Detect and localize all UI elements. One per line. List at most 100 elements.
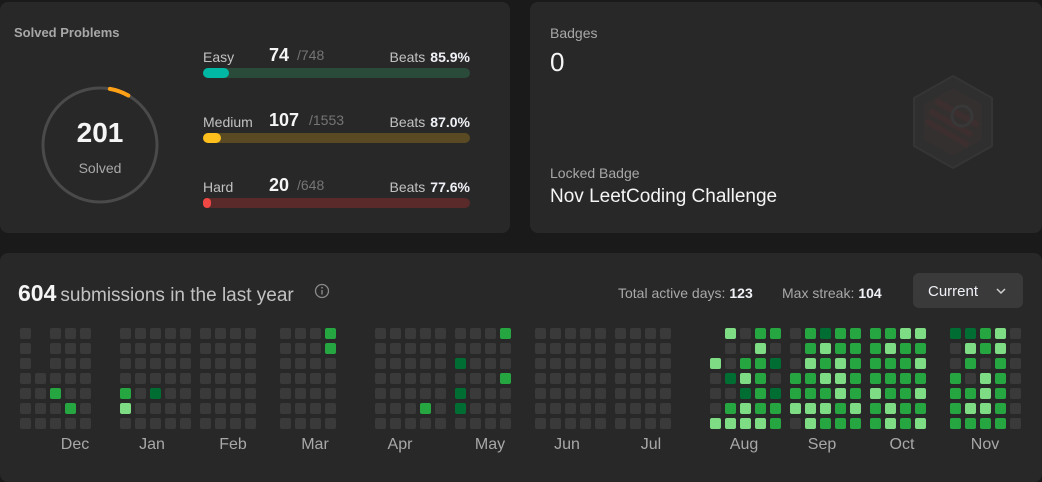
heatmap-day-cell[interactable] <box>245 403 256 414</box>
heatmap-day-cell[interactable] <box>755 358 766 369</box>
heatmap-day-cell[interactable] <box>870 418 881 429</box>
heatmap-day-cell[interactable] <box>580 373 591 384</box>
heatmap-day-cell[interactable] <box>420 388 431 399</box>
heatmap-day-cell[interactable] <box>820 418 831 429</box>
heatmap-day-cell[interactable] <box>710 403 721 414</box>
heatmap-day-cell[interactable] <box>405 403 416 414</box>
heatmap-day-cell[interactable] <box>215 328 226 339</box>
heatmap-day-cell[interactable] <box>405 343 416 354</box>
heatmap-day-cell[interactable] <box>420 358 431 369</box>
period-select-dropdown[interactable]: Current <box>913 273 1023 308</box>
heatmap-day-cell[interactable] <box>980 373 991 384</box>
heatmap-day-cell[interactable] <box>485 388 496 399</box>
heatmap-day-cell[interactable] <box>805 328 816 339</box>
heatmap-day-cell[interactable] <box>435 358 446 369</box>
heatmap-day-cell[interactable] <box>900 328 911 339</box>
heatmap-day-cell[interactable] <box>135 328 146 339</box>
heatmap-day-cell[interactable] <box>165 373 176 384</box>
heatmap-day-cell[interactable] <box>420 403 431 414</box>
heatmap-day-cell[interactable] <box>645 343 656 354</box>
heatmap-day-cell[interactable] <box>165 388 176 399</box>
heatmap-day-cell[interactable] <box>80 328 91 339</box>
heatmap-day-cell[interactable] <box>950 418 961 429</box>
heatmap-day-cell[interactable] <box>615 388 626 399</box>
heatmap-day-cell[interactable] <box>535 328 546 339</box>
heatmap-day-cell[interactable] <box>870 403 881 414</box>
heatmap-day-cell[interactable] <box>200 373 211 384</box>
heatmap-day-cell[interactable] <box>280 403 291 414</box>
heatmap-day-cell[interactable] <box>790 358 801 369</box>
heatmap-day-cell[interactable] <box>580 403 591 414</box>
heatmap-day-cell[interactable] <box>755 403 766 414</box>
heatmap-day-cell[interactable] <box>230 403 241 414</box>
heatmap-day-cell[interactable] <box>325 358 336 369</box>
heatmap-day-cell[interactable] <box>535 373 546 384</box>
heatmap-day-cell[interactable] <box>770 418 781 429</box>
heatmap-day-cell[interactable] <box>995 403 1006 414</box>
heatmap-day-cell[interactable] <box>645 328 656 339</box>
heatmap-day-cell[interactable] <box>980 328 991 339</box>
heatmap-day-cell[interactable] <box>980 418 991 429</box>
heatmap-day-cell[interactable] <box>375 418 386 429</box>
heatmap-day-cell[interactable] <box>885 388 896 399</box>
heatmap-day-cell[interactable] <box>150 373 161 384</box>
heatmap-day-cell[interactable] <box>375 343 386 354</box>
heatmap-day-cell[interactable] <box>65 373 76 384</box>
heatmap-day-cell[interactable] <box>550 373 561 384</box>
heatmap-day-cell[interactable] <box>455 403 466 414</box>
heatmap-day-cell[interactable] <box>65 328 76 339</box>
heatmap-day-cell[interactable] <box>630 358 641 369</box>
heatmap-day-cell[interactable] <box>280 328 291 339</box>
heatmap-day-cell[interactable] <box>165 403 176 414</box>
locked-badge-icon[interactable] <box>908 72 998 172</box>
heatmap-day-cell[interactable] <box>740 418 751 429</box>
heatmap-day-cell[interactable] <box>455 358 466 369</box>
heatmap-day-cell[interactable] <box>120 403 131 414</box>
heatmap-day-cell[interactable] <box>215 388 226 399</box>
heatmap-day-cell[interactable] <box>660 358 671 369</box>
heatmap-day-cell[interactable] <box>500 328 511 339</box>
heatmap-day-cell[interactable] <box>850 328 861 339</box>
heatmap-day-cell[interactable] <box>915 373 926 384</box>
heatmap-day-cell[interactable] <box>120 328 131 339</box>
heatmap-day-cell[interactable] <box>755 328 766 339</box>
heatmap-day-cell[interactable] <box>770 373 781 384</box>
heatmap-day-cell[interactable] <box>295 403 306 414</box>
heatmap-day-cell[interactable] <box>245 388 256 399</box>
heatmap-day-cell[interactable] <box>200 358 211 369</box>
heatmap-day-cell[interactable] <box>980 403 991 414</box>
heatmap-day-cell[interactable] <box>595 343 606 354</box>
heatmap-day-cell[interactable] <box>850 418 861 429</box>
heatmap-day-cell[interactable] <box>950 328 961 339</box>
heatmap-day-cell[interactable] <box>50 343 61 354</box>
heatmap-day-cell[interactable] <box>710 418 721 429</box>
heatmap-day-cell[interactable] <box>805 358 816 369</box>
heatmap-day-cell[interactable] <box>80 373 91 384</box>
heatmap-day-cell[interactable] <box>420 418 431 429</box>
heatmap-day-cell[interactable] <box>50 373 61 384</box>
heatmap-day-cell[interactable] <box>20 388 31 399</box>
heatmap-day-cell[interactable] <box>180 403 191 414</box>
heatmap-day-cell[interactable] <box>120 358 131 369</box>
heatmap-day-cell[interactable] <box>535 343 546 354</box>
heatmap-day-cell[interactable] <box>835 418 846 429</box>
heatmap-day-cell[interactable] <box>435 343 446 354</box>
heatmap-day-cell[interactable] <box>230 388 241 399</box>
heatmap-day-cell[interactable] <box>900 403 911 414</box>
heatmap-day-cell[interactable] <box>390 373 401 384</box>
heatmap-day-cell[interactable] <box>390 343 401 354</box>
heatmap-day-cell[interactable] <box>420 343 431 354</box>
heatmap-day-cell[interactable] <box>725 418 736 429</box>
heatmap-day-cell[interactable] <box>835 388 846 399</box>
heatmap-day-cell[interactable] <box>485 358 496 369</box>
heatmap-day-cell[interactable] <box>790 388 801 399</box>
heatmap-day-cell[interactable] <box>325 388 336 399</box>
heatmap-day-cell[interactable] <box>835 343 846 354</box>
heatmap-day-cell[interactable] <box>200 403 211 414</box>
heatmap-day-cell[interactable] <box>885 403 896 414</box>
heatmap-day-cell[interactable] <box>820 343 831 354</box>
heatmap-day-cell[interactable] <box>770 328 781 339</box>
heatmap-day-cell[interactable] <box>295 328 306 339</box>
heatmap-day-cell[interactable] <box>35 403 46 414</box>
heatmap-day-cell[interactable] <box>1010 403 1021 414</box>
